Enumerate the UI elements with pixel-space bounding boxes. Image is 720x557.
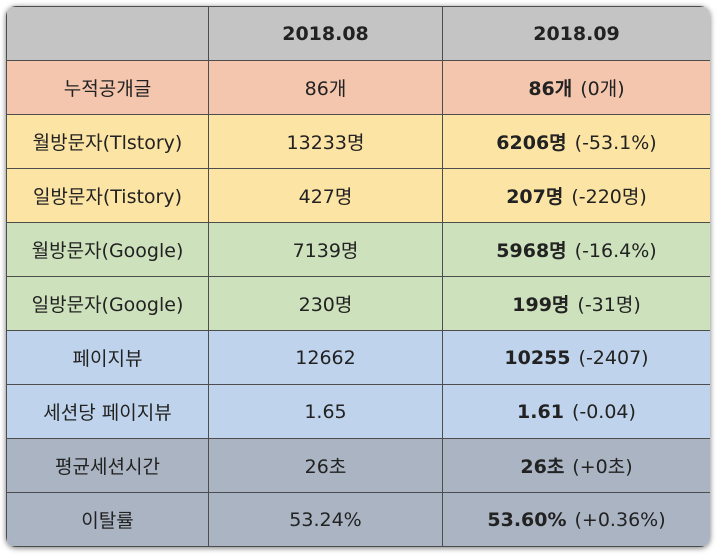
row-label: 세션당 페이지뷰 [6, 384, 209, 439]
curr-cell: 199명 (-31명) [442, 276, 710, 331]
diff-value: (-31명) [577, 294, 641, 316]
prev-value: 13233명 [208, 114, 443, 169]
prev-value: 7139명 [208, 222, 443, 277]
curr-cell: 1.61 (-0.04) [442, 384, 710, 439]
curr-cell: 26초 (+0초) [442, 438, 710, 493]
header-2018-08: 2018.08 [208, 6, 443, 61]
row-daily-visitors-tistory: 일방문자(Tistory) 427명 207명 (-220명) [6, 168, 710, 223]
row-label: 월방문자(Tlstory) [6, 114, 209, 169]
curr-value: 6206명 [496, 132, 567, 154]
prev-value: 86개 [208, 60, 443, 115]
diff-value: (+0.36%) [574, 508, 666, 531]
diff-value: (-0.04) [571, 400, 636, 423]
row-avg-session-time: 평균세션시간 26초 26초 (+0초) [6, 438, 710, 493]
prev-value: 427명 [208, 168, 443, 223]
curr-value: 10255 [504, 346, 571, 369]
stats-comparison-table: 2018.08 2018.09 누적공개글 86개 86개 (0개) 월방문자(T… [6, 6, 710, 547]
curr-value: 207명 [506, 186, 564, 208]
prev-value: 53.24% [208, 492, 443, 547]
row-label: 월방문자(Google) [6, 222, 209, 277]
row-daily-visitors-google: 일방문자(Google) 230명 199명 (-31명) [6, 276, 710, 331]
diff-value: (-220명) [571, 186, 647, 208]
row-bounce-rate: 이탈률 53.24% 53.60% (+0.36%) [6, 492, 710, 547]
prev-value: 1.65 [208, 384, 443, 439]
header-2018-09: 2018.09 [442, 6, 710, 61]
row-pages-per-session: 세션당 페이지뷰 1.65 1.61 (-0.04) [6, 384, 710, 439]
curr-cell: 10255 (-2407) [442, 330, 710, 385]
prev-value: 12662 [208, 330, 443, 385]
curr-value: 26초 [520, 456, 565, 478]
curr-value: 1.61 [517, 400, 564, 423]
curr-cell: 207명 (-220명) [442, 168, 710, 223]
row-label: 누적공개글 [6, 60, 209, 115]
diff-value: (+0초) [572, 456, 633, 478]
curr-value: 5968명 [496, 240, 567, 262]
prev-value: 230명 [208, 276, 443, 331]
curr-cell: 53.60% (+0.36%) [442, 492, 710, 547]
row-label: 평균세션시간 [6, 438, 209, 493]
diff-value: (-53.1%) [574, 132, 657, 154]
diff-value: (0개) [580, 78, 625, 100]
row-label: 이탈률 [6, 492, 209, 547]
row-monthly-visitors-google: 월방문자(Google) 7139명 5968명 (-16.4%) [6, 222, 710, 277]
curr-value: 199명 [512, 294, 570, 316]
curr-cell: 5968명 (-16.4%) [442, 222, 710, 277]
diff-value: (-2407) [578, 346, 649, 369]
prev-value: 26초 [208, 438, 443, 493]
curr-cell: 6206명 (-53.1%) [442, 114, 710, 169]
diff-value: (-16.4%) [574, 240, 657, 262]
row-page-views: 페이지뷰 12662 10255 (-2407) [6, 330, 710, 385]
row-label: 일방문자(Tistory) [6, 168, 209, 223]
curr-value: 53.60% [487, 508, 567, 531]
row-monthly-visitors-tistory: 월방문자(Tlstory) 13233명 6206명 (-53.1%) [6, 114, 710, 169]
curr-value: 86개 [528, 78, 573, 100]
row-total-posts: 누적공개글 86개 86개 (0개) [6, 60, 710, 115]
row-label: 일방문자(Google) [6, 276, 209, 331]
row-label: 페이지뷰 [6, 330, 209, 385]
header-blank-cell [6, 6, 209, 61]
header-row: 2018.08 2018.09 [6, 6, 710, 61]
curr-cell: 86개 (0개) [442, 60, 710, 115]
stats-table-frame: 2018.08 2018.09 누적공개글 86개 86개 (0개) 월방문자(T… [6, 6, 710, 547]
